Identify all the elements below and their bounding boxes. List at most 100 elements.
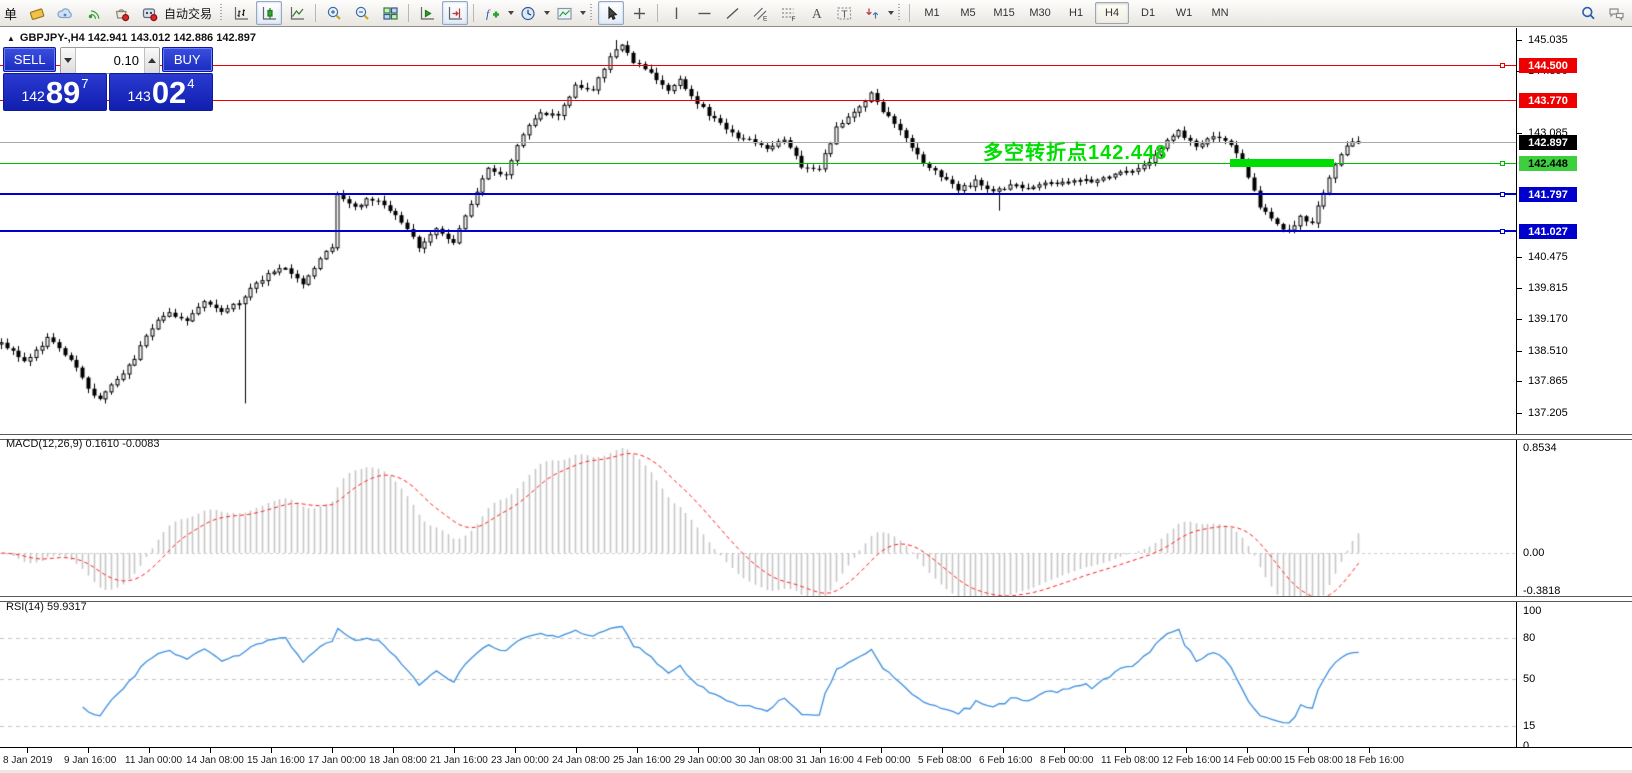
panel-divider[interactable]: [0, 434, 1632, 440]
new-order-icon[interactable]: [24, 1, 50, 25]
zoom-in-icon[interactable]: [321, 1, 347, 25]
auto-scroll-icon[interactable]: [414, 1, 440, 25]
chart-shift-icon[interactable]: [442, 1, 469, 25]
sell-price-integer: 142: [21, 88, 45, 104]
toolbar-separator: [408, 4, 410, 22]
volume-increase-button[interactable]: [143, 48, 159, 73]
time-tick: [759, 748, 760, 753]
timeframe-button-h1[interactable]: H1: [1069, 7, 1084, 19]
line-chart-icon[interactable]: [284, 1, 310, 25]
sell-price-point: 7: [81, 76, 89, 91]
templates-icon-dropdown[interactable]: [580, 11, 587, 15]
time-axis[interactable]: 8 Jan 2019 9 Jan 16:00 11 Jan 00:00 14 Jan …: [0, 747, 1632, 771]
chat-icon[interactable]: [1603, 1, 1629, 25]
time-tick: [1064, 748, 1065, 753]
bar-chart-icon[interactable]: [228, 1, 254, 25]
arrows-icon[interactable]: [859, 1, 885, 25]
periods-icon-dropdown[interactable]: [544, 11, 551, 15]
volume-stepper: [60, 47, 160, 74]
fibonacci-icon[interactable]: F: [775, 1, 801, 25]
macd-canvas[interactable]: [0, 437, 1516, 597]
sell-button[interactable]: SELL: [3, 47, 57, 72]
time-label: 15 Jan 16:00: [247, 755, 305, 766]
timeframe-button-d1[interactable]: D1: [1141, 7, 1156, 19]
time-label: 17 Jan 00:00: [308, 755, 366, 766]
axis-tick: [1517, 40, 1522, 41]
time-tick: [576, 748, 577, 753]
market-icon[interactable]: [108, 1, 134, 25]
cursor-icon[interactable]: [598, 1, 625, 25]
time-label: 31 Jan 16:00: [796, 755, 854, 766]
down-triangle-icon: [64, 58, 73, 63]
level-line-support-1[interactable]: [0, 193, 1516, 195]
indicators-icon-dropdown[interactable]: [508, 11, 515, 15]
timeframe-button-mn[interactable]: MN: [1211, 7, 1229, 19]
indicators-icon[interactable]: f: [479, 1, 505, 25]
level-line-resistance-1[interactable]: [0, 65, 1516, 66]
periods-icon[interactable]: [515, 1, 541, 25]
axis-tick: [1517, 257, 1522, 258]
signals-icon[interactable]: [80, 1, 106, 25]
autotrading-button-label[interactable]: 自动交易: [164, 6, 213, 21]
panel-divider[interactable]: [0, 596, 1632, 602]
search-icon[interactable]: [1575, 1, 1601, 25]
time-label: 23 Jan 00:00: [491, 755, 549, 766]
timeframe-button-m5[interactable]: M5: [960, 7, 976, 19]
buy-price-integer: 143: [127, 88, 151, 104]
indicator-axis-label: 0: [1523, 740, 1530, 752]
collapse-triangle-icon[interactable]: ▲: [7, 33, 15, 43]
time-label: 8 Jan 2019: [3, 755, 53, 766]
tile-windows-icon[interactable]: [377, 1, 403, 25]
buy-price-box[interactable]: 143 02 4: [109, 73, 213, 111]
candlestick-chart-icon[interactable]: [256, 1, 283, 25]
macd-label: MACD(12,26,9) 0.1610 -0.0083: [6, 438, 160, 450]
timeframe-button-m15[interactable]: M15: [993, 7, 1015, 19]
volume-input[interactable]: [75, 48, 144, 73]
axis-tick-label: 139.170: [1528, 313, 1568, 325]
text-label-icon[interactable]: T: [831, 1, 857, 25]
level-line-resistance-2[interactable]: [0, 100, 1516, 101]
level-handle-pivot-green[interactable]: [1500, 161, 1505, 166]
rsi-label: RSI(14) 59.9317: [6, 601, 87, 613]
timeframe-button-m30[interactable]: M30: [1029, 7, 1051, 19]
price-badge-resistance-1: 144.500: [1519, 58, 1577, 73]
level-handle-support-1[interactable]: [1500, 192, 1505, 197]
arrows-icon-dropdown[interactable]: [888, 11, 895, 15]
time-label: 14 Jan 08:00: [186, 755, 244, 766]
time-label: 12 Feb 16:00: [1162, 755, 1221, 766]
autotrading-button[interactable]: [136, 1, 162, 25]
rsi-canvas[interactable]: [0, 600, 1516, 747]
time-label: 14 Feb 00:00: [1223, 755, 1282, 766]
indicator-axis-label: 0.8534: [1523, 442, 1557, 454]
text-icon[interactable]: A: [803, 1, 829, 25]
menu-remnant[interactable]: 单: [4, 6, 18, 22]
axis-tick-label: 140.475: [1528, 251, 1568, 263]
price-axis[interactable]: 145.035144.390143.085140.475139.815139.1…: [1517, 28, 1632, 770]
price-badge-support-1: 141.797: [1519, 187, 1577, 202]
time-tick: [1308, 748, 1309, 753]
level-handle-support-2[interactable]: [1500, 229, 1505, 234]
templates-icon[interactable]: [551, 1, 577, 25]
crosshair-icon[interactable]: [626, 1, 652, 25]
timeframe-button-w1[interactable]: W1: [1175, 7, 1193, 19]
buy-button[interactable]: BUY: [161, 47, 213, 72]
horizontal-line-icon[interactable]: [691, 1, 717, 25]
level-line-support-2[interactable]: [0, 230, 1516, 232]
time-label: 24 Jan 08:00: [552, 755, 610, 766]
toolbar-separator: [473, 4, 475, 22]
timeframe-button-h4[interactable]: H4: [1095, 2, 1130, 24]
sell-price-box[interactable]: 142 89 7: [3, 73, 107, 111]
level-line-current-price[interactable]: [0, 142, 1516, 143]
timeframe-button-m1[interactable]: M1: [924, 7, 940, 19]
level-handle-resistance-1[interactable]: [1500, 63, 1505, 68]
time-label: 18 Jan 08:00: [369, 755, 427, 766]
trendline-icon[interactable]: [719, 1, 745, 25]
pivot-highlight-bar[interactable]: [1230, 159, 1334, 167]
vertical-line-icon[interactable]: [663, 1, 689, 25]
mql5-community-icon[interactable]: [52, 1, 78, 25]
level-line-pivot-green[interactable]: [0, 163, 1516, 164]
equidistant-channel-icon[interactable]: E: [747, 1, 773, 25]
zoom-out-icon[interactable]: [349, 1, 375, 25]
volume-decrease-button[interactable]: [61, 48, 76, 73]
time-tick: [454, 748, 455, 753]
